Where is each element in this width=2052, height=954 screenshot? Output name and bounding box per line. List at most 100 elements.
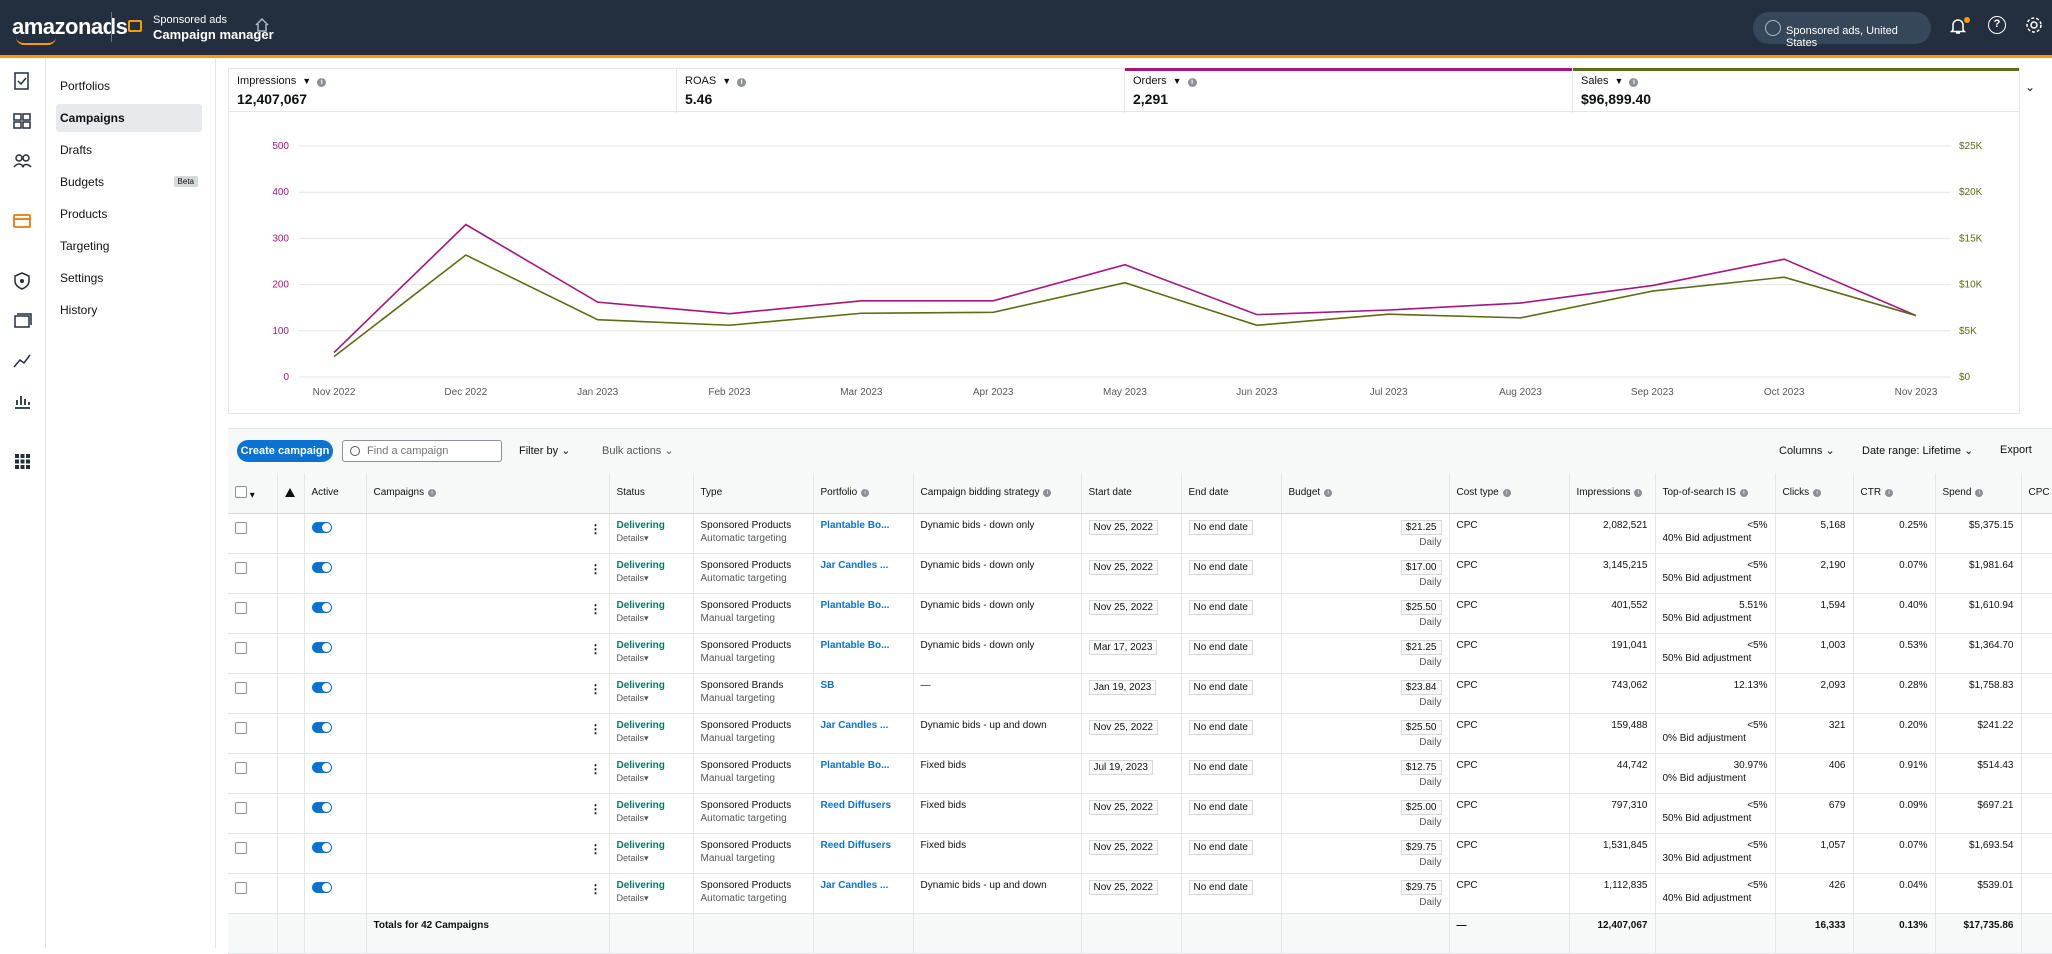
status-details-dropdown[interactable]: Details▾	[617, 733, 686, 744]
row-bidding-cell[interactable]: Dynamic bids - up and down	[913, 713, 1082, 754]
more-options-kebab-icon[interactable]: ⋮	[589, 561, 602, 576]
portfolio-link[interactable]: Plantable Bo...	[820, 519, 890, 531]
more-options-kebab-icon[interactable]: ⋮	[589, 881, 602, 896]
nav-item-targeting[interactable]: Targeting	[60, 239, 110, 253]
bid-adjustment[interactable]: 50% Bid adjustment	[1662, 652, 1752, 664]
info-icon[interactable]: i	[1043, 488, 1052, 497]
bid-adjustment[interactable]: 50% Bid adjustment	[1662, 572, 1752, 584]
campaign-manager-rail-icon[interactable]	[11, 210, 33, 232]
active-toggle[interactable]	[311, 521, 332, 533]
end-date-field[interactable]: No end date	[1188, 639, 1253, 655]
more-options-kebab-icon[interactable]: ⋮	[589, 641, 602, 656]
start-date-field[interactable]: Nov 25, 2022	[1088, 519, 1158, 535]
end-date-field[interactable]: No end date	[1188, 679, 1253, 695]
portfolio-header[interactable]: Portfolio i	[813, 473, 914, 514]
row-campaign-cell[interactable]: ⋮	[366, 553, 610, 594]
budget-field[interactable]: $29.75	[1400, 879, 1442, 895]
brand-safety-shield-icon[interactable]	[11, 270, 33, 292]
status-details-dropdown[interactable]: Details▾	[617, 693, 686, 704]
end-date-field[interactable]: No end date	[1188, 519, 1253, 535]
end-date-field[interactable]: No end date	[1188, 759, 1253, 775]
budget-field[interactable]: $12.75	[1400, 759, 1442, 775]
end-date-field[interactable]: No end date	[1188, 839, 1253, 855]
row-checkbox[interactable]	[235, 801, 247, 814]
row-bidding-cell[interactable]: Fixed bids	[913, 833, 1082, 874]
create-campaign-button[interactable]: Create campaign	[237, 440, 333, 462]
start-date-field[interactable]: Nov 25, 2022	[1088, 599, 1158, 615]
info-icon[interactable]: i	[1885, 488, 1894, 497]
budget-field[interactable]: $29.75	[1400, 839, 1442, 855]
bid-adjustment[interactable]: 0% Bid adjustment	[1662, 772, 1746, 784]
apps-grid-icon[interactable]	[11, 450, 33, 472]
portfolio-link[interactable]: Reed Diffusers	[820, 799, 892, 811]
chevron-down-icon[interactable]: ▼	[1614, 76, 1624, 86]
nav-item-products[interactable]: Products	[60, 207, 108, 221]
status-details-dropdown[interactable]: Details▾	[617, 813, 686, 824]
metric-card-orders[interactable]: Orders ▼ i 2,291	[1125, 68, 1572, 113]
row-campaign-cell[interactable]: ⋮	[366, 793, 610, 834]
audiences-icon[interactable]	[11, 150, 33, 172]
row-checkbox[interactable]	[235, 681, 247, 694]
active-toggle[interactable]	[311, 761, 332, 773]
start-date-field[interactable]: Jul 19, 2023	[1088, 759, 1153, 775]
date-range-dropdown[interactable]: Date range: Lifetime ⌄	[1862, 444, 1973, 457]
portfolio-link[interactable]: Plantable Bo...	[820, 639, 890, 651]
status-details-dropdown[interactable]: Details▾	[617, 653, 686, 664]
info-icon[interactable]: i	[317, 78, 327, 87]
row-bidding-cell[interactable]: Dynamic bids - down only	[913, 633, 1082, 674]
row-bidding-cell[interactable]: —	[913, 673, 1082, 714]
row-bidding-cell[interactable]: Dynamic bids - down only	[913, 593, 1082, 634]
impressions-header[interactable]: Impressions i	[1569, 473, 1656, 514]
active-toggle[interactable]	[311, 561, 332, 573]
end-date-header[interactable]: End date	[1181, 473, 1282, 514]
status-header[interactable]: Status	[609, 473, 694, 514]
bid-adjustment[interactable]: 40% Bid adjustment	[1662, 532, 1752, 544]
campaigns-header[interactable]: Campaigns i	[366, 473, 610, 514]
notifications-bell-icon[interactable]	[1950, 17, 1966, 35]
clicks-header[interactable]: Clicks i	[1775, 473, 1854, 514]
active-toggle[interactable]	[311, 801, 332, 813]
row-campaign-cell[interactable]: ⋮	[366, 873, 610, 914]
start-date-field[interactable]: Nov 25, 2022	[1088, 879, 1158, 895]
row-bidding-cell[interactable]: Dynamic bids - down only	[913, 513, 1082, 554]
end-date-field[interactable]: No end date	[1188, 599, 1253, 615]
info-icon[interactable]: i	[1975, 488, 1984, 497]
home-icon[interactable]	[254, 17, 270, 33]
ctr-header[interactable]: CTR i	[1853, 473, 1936, 514]
budget-field[interactable]: $17.00	[1400, 559, 1442, 575]
row-checkbox[interactable]	[235, 881, 247, 894]
spend-header[interactable]: Spend i	[1935, 473, 2022, 514]
bid-adjustment[interactable]: 30% Bid adjustment	[1662, 852, 1752, 864]
measurement-trend-icon[interactable]	[11, 350, 33, 372]
active-toggle[interactable]	[311, 841, 332, 853]
status-details-dropdown[interactable]: Details▾	[617, 613, 686, 624]
nav-item-campaigns[interactable]: Campaigns	[56, 104, 202, 132]
chevron-down-icon[interactable]: ▼	[1172, 76, 1182, 86]
bidding-strategy-header[interactable]: Campaign bidding strategy i	[913, 473, 1082, 514]
bid-adjustment[interactable]: 0% Bid adjustment	[1662, 732, 1746, 744]
active-toggle[interactable]	[311, 641, 332, 653]
budget-field[interactable]: $25.00	[1400, 799, 1442, 815]
end-date-field[interactable]: No end date	[1188, 879, 1253, 895]
row-campaign-cell[interactable]: ⋮	[366, 833, 610, 874]
row-checkbox[interactable]	[235, 721, 247, 734]
start-date-field[interactable]: Nov 25, 2022	[1088, 839, 1158, 855]
filter-by-dropdown[interactable]: Filter by ⌄	[519, 444, 570, 457]
amazon-ads-logo[interactable]: amazonads	[12, 14, 128, 39]
row-bidding-cell[interactable]: Dynamic bids - up and down	[913, 873, 1082, 914]
portfolio-link[interactable]: Jar Candles ...	[820, 719, 889, 731]
info-icon[interactable]: i	[1187, 78, 1197, 87]
more-options-kebab-icon[interactable]: ⋮	[589, 761, 602, 776]
portfolio-link[interactable]: Plantable Bo...	[820, 759, 890, 771]
help-icon[interactable]: ?	[1988, 16, 2006, 34]
info-icon[interactable]: i	[737, 78, 747, 87]
nav-item-history[interactable]: History	[60, 303, 98, 317]
portfolio-link[interactable]: Jar Candles ...	[820, 879, 889, 891]
budget-field[interactable]: $25.50	[1400, 719, 1442, 735]
start-date-field[interactable]: Nov 25, 2022	[1088, 559, 1158, 575]
find-campaign-input[interactable]	[367, 443, 497, 459]
more-options-kebab-icon[interactable]: ⋮	[589, 721, 602, 736]
row-checkbox[interactable]	[235, 641, 247, 654]
portfolio-link[interactable]: Jar Candles ...	[820, 559, 889, 571]
columns-dropdown[interactable]: Columns ⌄	[1779, 444, 1835, 457]
